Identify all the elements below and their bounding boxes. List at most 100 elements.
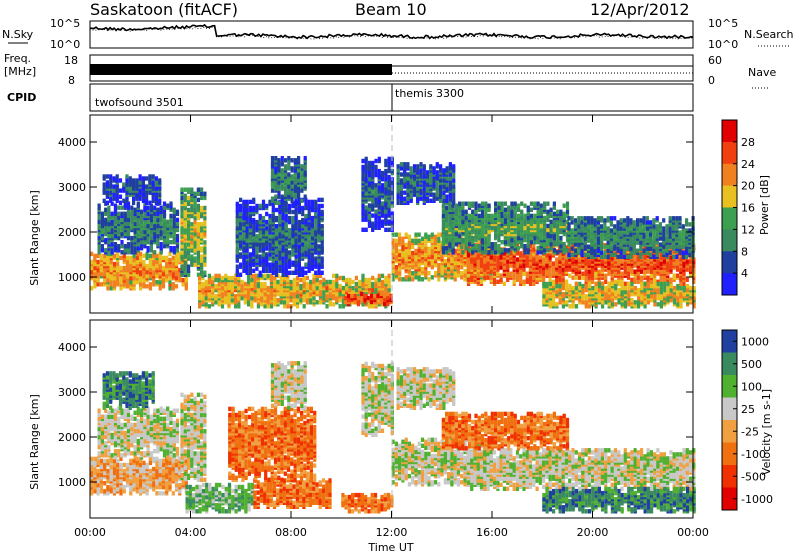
heatmap-cell [453,277,457,282]
heatmap-cell [247,289,251,295]
heatmap-cell [288,228,292,233]
heatmap-cell [132,178,136,183]
heatmap-cell [420,244,425,250]
heatmap-cell [384,227,388,232]
heatmap-cell [132,196,136,201]
heatmap-cell [297,219,301,225]
heatmap-cell [320,256,324,261]
heatmap-cell [692,257,696,262]
heatmap-cell [175,248,180,253]
heatmap-cell [252,268,256,273]
heatmap-cell [278,246,282,251]
heatmap-cell [204,296,208,301]
heatmap-cell [633,253,637,258]
heatmap-cell [419,168,423,173]
heatmap-cell [196,213,200,219]
heatmap-cell [542,259,546,264]
heatmap-cell [515,257,520,262]
heatmap-cell [203,191,207,196]
heatmap-cell [118,178,123,183]
heatmap-cell [440,271,444,276]
heatmap-cell [166,237,170,243]
heatmap-cell [427,260,431,266]
heatmap-cell [122,182,126,187]
heatmap-cell [685,267,689,272]
heatmap-cell [398,232,402,237]
heatmap-cell [435,170,439,175]
heatmap-cell [496,267,500,272]
heatmap-cell [106,278,110,283]
heatmap-cell [309,279,313,285]
heatmap-cell [203,262,207,267]
heatmap-cell [155,280,159,285]
heatmap-cell [483,257,487,262]
heatmap-cell [169,246,173,251]
heatmap-cell [207,304,211,309]
heatmap-cell [649,267,653,272]
heatmap-cell [380,170,385,176]
heatmap-cell [374,283,378,289]
heatmap-cell [190,240,194,245]
heatmap-cell [273,279,277,285]
heatmap-cell [390,168,394,174]
heatmap-cell [309,292,313,297]
heatmap-cell [506,259,510,264]
heatmap-cell [248,266,252,271]
heatmap-cell [284,164,288,169]
heatmap-cell [577,275,582,280]
heatmap-cell [404,232,408,237]
heatmap-cell [193,199,197,205]
heatmap-cell [384,177,388,182]
heatmap-cell [361,170,365,176]
heatmap-cell [149,248,153,253]
heatmap-cell [675,257,680,262]
heatmap-cell [463,269,467,274]
heatmap-cell [153,217,157,223]
heatmap-cell [396,176,400,181]
heatmap-cell [268,246,272,251]
heatmap-cell [145,184,149,189]
heatmap-cell [158,192,162,197]
heatmap-cell [99,265,103,271]
heatmap-cell [297,186,301,191]
heatmap-cell [692,263,696,268]
heatmap-cell [148,174,152,179]
heatmap-cell [217,281,221,287]
heatmap-cell [271,258,275,263]
heatmap-cell [442,198,446,203]
heatmap-cell [633,279,637,284]
heatmap-cell [266,273,270,279]
heatmap-cell [96,259,100,265]
heatmap-cell [528,277,533,282]
heatmap-cell [204,302,208,307]
heatmap-cell [181,278,185,283]
noise-rtick-bottom: 10^0 [708,38,738,51]
heatmap-cell [286,300,290,305]
heatmap-cell [162,205,167,210]
heatmap-cell [401,236,405,241]
heatmap-cell [416,186,420,191]
heatmap-cell [332,273,336,279]
heatmap-cell [373,293,377,299]
heatmap-cell [187,226,191,231]
heatmap-cell [297,200,301,205]
heatmap-cell [112,196,116,201]
heatmap-cell [258,254,262,259]
heatmap-cell [294,254,298,259]
heatmap-cell [406,172,410,177]
heatmap-cell [448,186,452,191]
heatmap-cell [367,203,372,208]
heatmap-cell [287,188,291,193]
heatmap-cell [367,289,372,295]
heatmap-cell [656,243,660,248]
heatmap-cell [287,172,291,177]
heatmap-cell [403,190,407,195]
heatmap-cell [296,275,300,281]
heatmap-cell [278,254,282,259]
heatmap-cell [300,188,304,193]
heatmap-cell [685,259,689,264]
heatmap-cell [100,235,104,241]
heatmap-cell [214,277,218,283]
heatmap-cell [300,170,304,175]
heatmap-cell [364,177,368,182]
